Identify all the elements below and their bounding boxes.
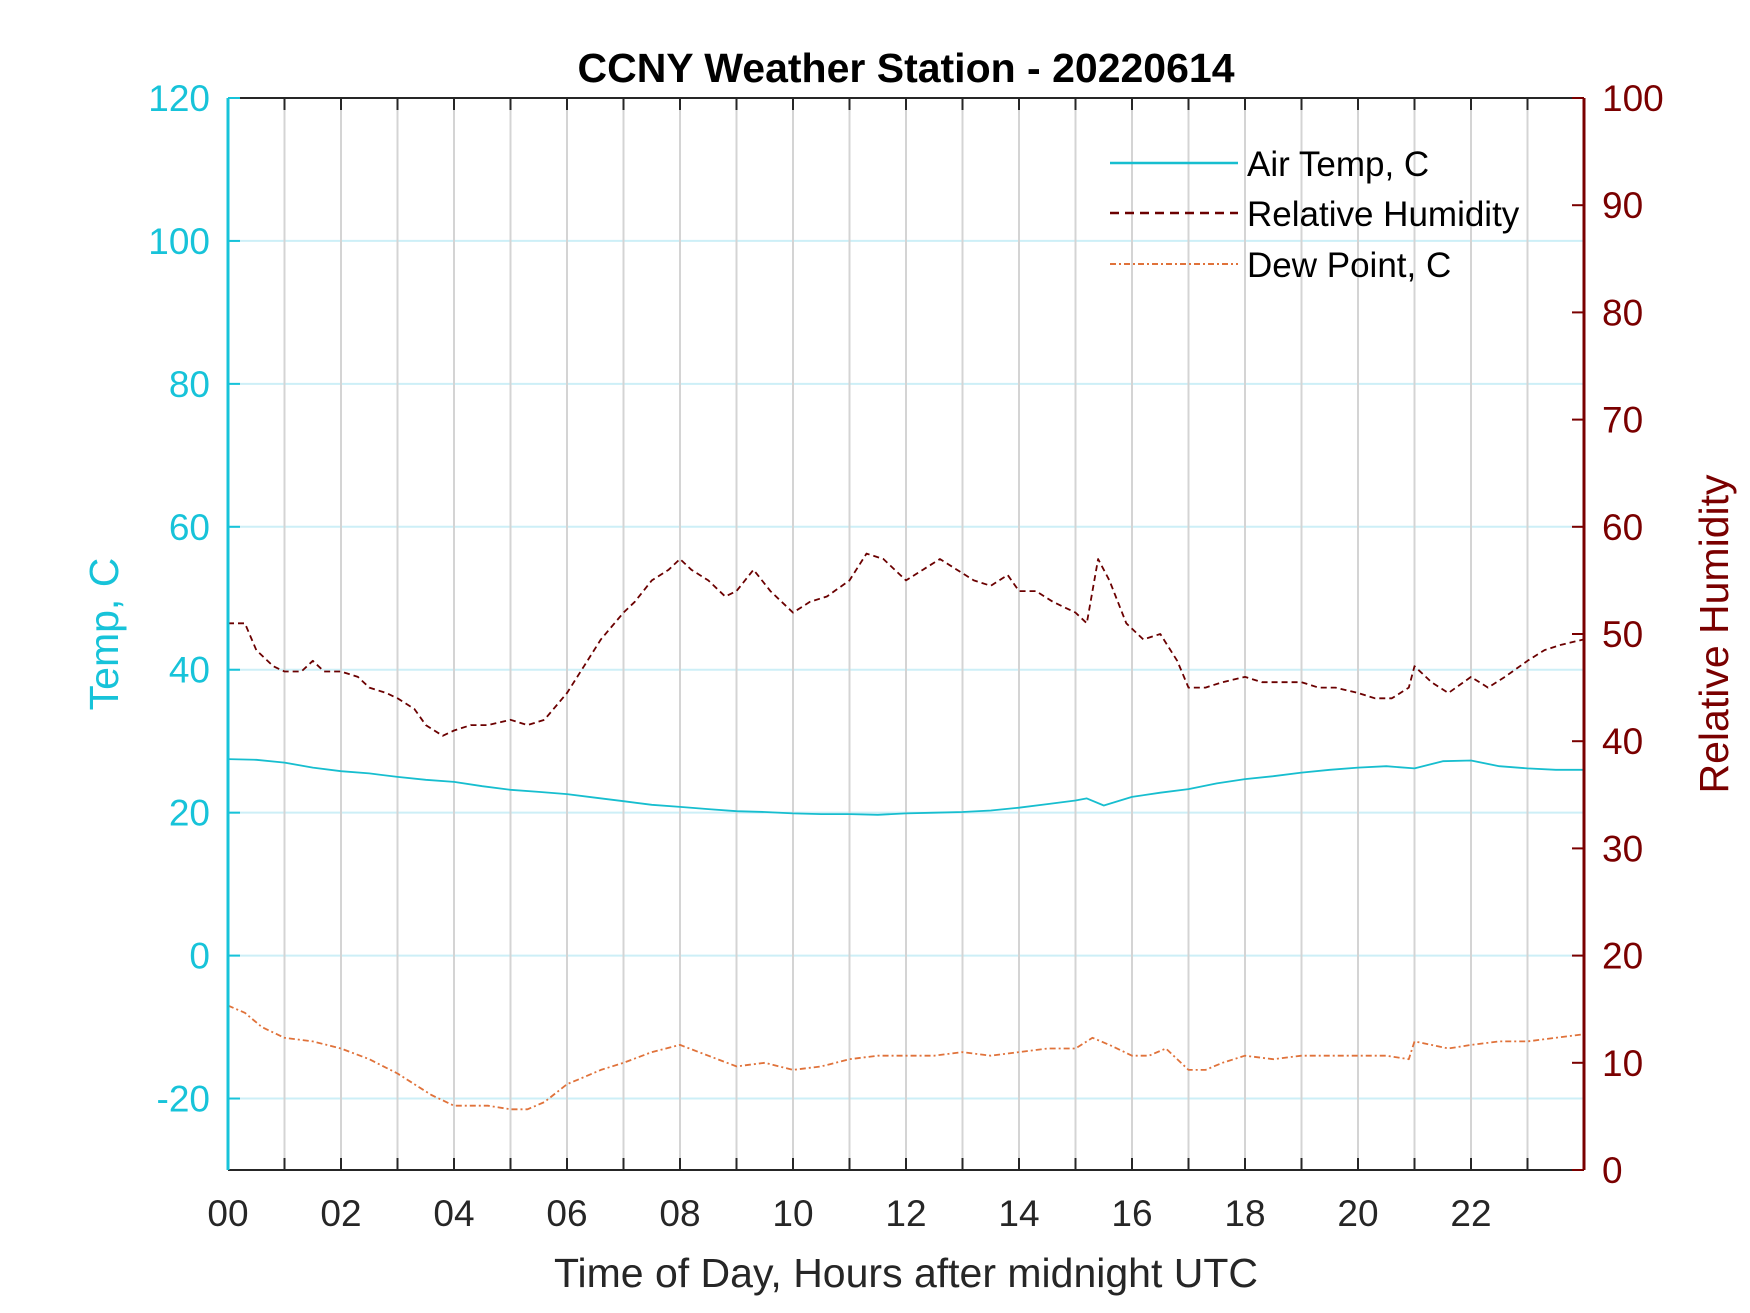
y-right-tick-label: 90	[1602, 185, 1643, 226]
y-right-tick-label: 30	[1602, 828, 1643, 869]
y-right-tick-label: 70	[1602, 400, 1643, 441]
y-left-tick-label: 40	[169, 650, 210, 691]
y-right-tick-label: 60	[1602, 507, 1643, 548]
legend-label-dew-point: Dew Point, C	[1247, 246, 1451, 285]
y-left-tick-label: 100	[148, 221, 210, 262]
legend-label-humidity: Relative Humidity	[1247, 195, 1520, 234]
y-left-tick-label: 80	[169, 364, 210, 405]
y-right-tick-label: 10	[1602, 1043, 1643, 1084]
y-left-tick-label: 0	[189, 936, 210, 977]
x-tick-label: 22	[1450, 1193, 1491, 1234]
y-left-tick-label: 60	[169, 507, 210, 548]
y-right-tick-label: 0	[1602, 1150, 1623, 1191]
tick-labels: 00 02 04 06 08 10 12 14 16 18 20 22-200204060801001…	[148, 78, 1663, 1234]
x-tick-label: 00	[207, 1193, 248, 1234]
x-tick-label: 02	[320, 1193, 361, 1234]
x-tick-label: 14	[998, 1193, 1039, 1234]
x-axis-label: Time of Day, Hours after midnight UTC	[554, 1250, 1258, 1296]
y-right-tick-label: 80	[1602, 292, 1643, 333]
y-right-tick-label: 100	[1602, 78, 1664, 119]
axes-layer	[226, 97, 1586, 1171]
x-tick-label: 12	[885, 1193, 926, 1234]
x-tick-label: 20	[1337, 1193, 1378, 1234]
y-left-tick-label: 120	[148, 78, 210, 119]
legend: Air Temp, C Relative Humidity Dew Point,…	[1110, 145, 1520, 285]
legend-label-air-temp: Air Temp, C	[1247, 145, 1429, 184]
y-left-tick-label: -20	[157, 1079, 210, 1120]
x-tick-label: 16	[1111, 1193, 1152, 1234]
x-tick-label: 04	[433, 1193, 474, 1234]
y-right-tick-label: 50	[1602, 614, 1643, 655]
y-left-tick-label: 20	[169, 793, 210, 834]
x-tick-label: 06	[546, 1193, 587, 1234]
x-tick-label: 08	[659, 1193, 700, 1234]
chart-title: CCNY Weather Station - 20220614	[577, 45, 1234, 91]
x-tick-label: 18	[1224, 1193, 1265, 1234]
series-line-air-temp	[227, 758, 1584, 816]
series-layer	[227, 552, 1585, 1111]
y-axis-label-left: Temp, C	[81, 558, 127, 711]
series-line-dew-point	[227, 1004, 1585, 1111]
x-tick-label: 10	[772, 1193, 813, 1234]
series-line-humidity	[228, 552, 1585, 737]
y-axis-label-right: Relative Humidity	[1691, 474, 1737, 793]
y-right-tick-label: 20	[1602, 936, 1643, 977]
y-right-tick-label: 40	[1602, 721, 1643, 762]
